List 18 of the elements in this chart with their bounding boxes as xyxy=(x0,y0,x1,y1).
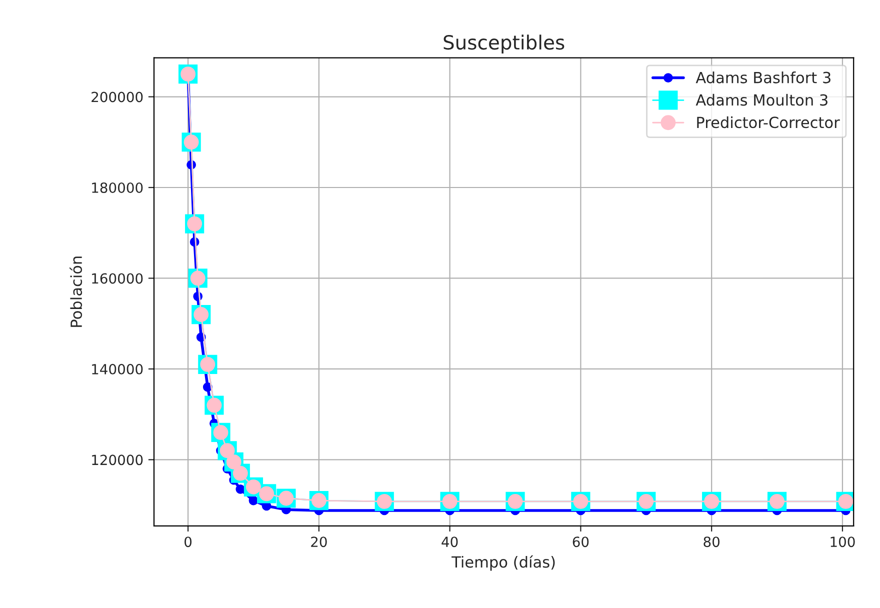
legend-label: Adams Moulton 3 xyxy=(696,94,828,106)
legend-label: Predictor-Corrector xyxy=(697,116,840,128)
y-tick-label: 120000 xyxy=(92,454,143,466)
x-tick-label: 80 xyxy=(704,536,720,548)
x-tick-label: 0 xyxy=(184,536,192,548)
y-tick-label: 200000 xyxy=(92,92,143,102)
chart-title: Susceptibles xyxy=(444,34,564,54)
x-tick-label: 100 xyxy=(830,536,855,548)
x-tick-label: 20 xyxy=(311,536,327,548)
point xyxy=(236,484,246,494)
x-tick-label: 40 xyxy=(442,536,458,548)
y-tick-label: 140000 xyxy=(92,364,143,374)
y-tick-label: 180000 xyxy=(92,182,143,193)
legend-label: Adams Bashfort 3 xyxy=(696,72,830,84)
y-tick-label: 160000 xyxy=(92,273,143,284)
x-tick-label: 60 xyxy=(572,536,589,548)
x-axis-title: Tiempo (días) xyxy=(452,555,555,571)
y-axis-title: Población xyxy=(70,256,82,327)
